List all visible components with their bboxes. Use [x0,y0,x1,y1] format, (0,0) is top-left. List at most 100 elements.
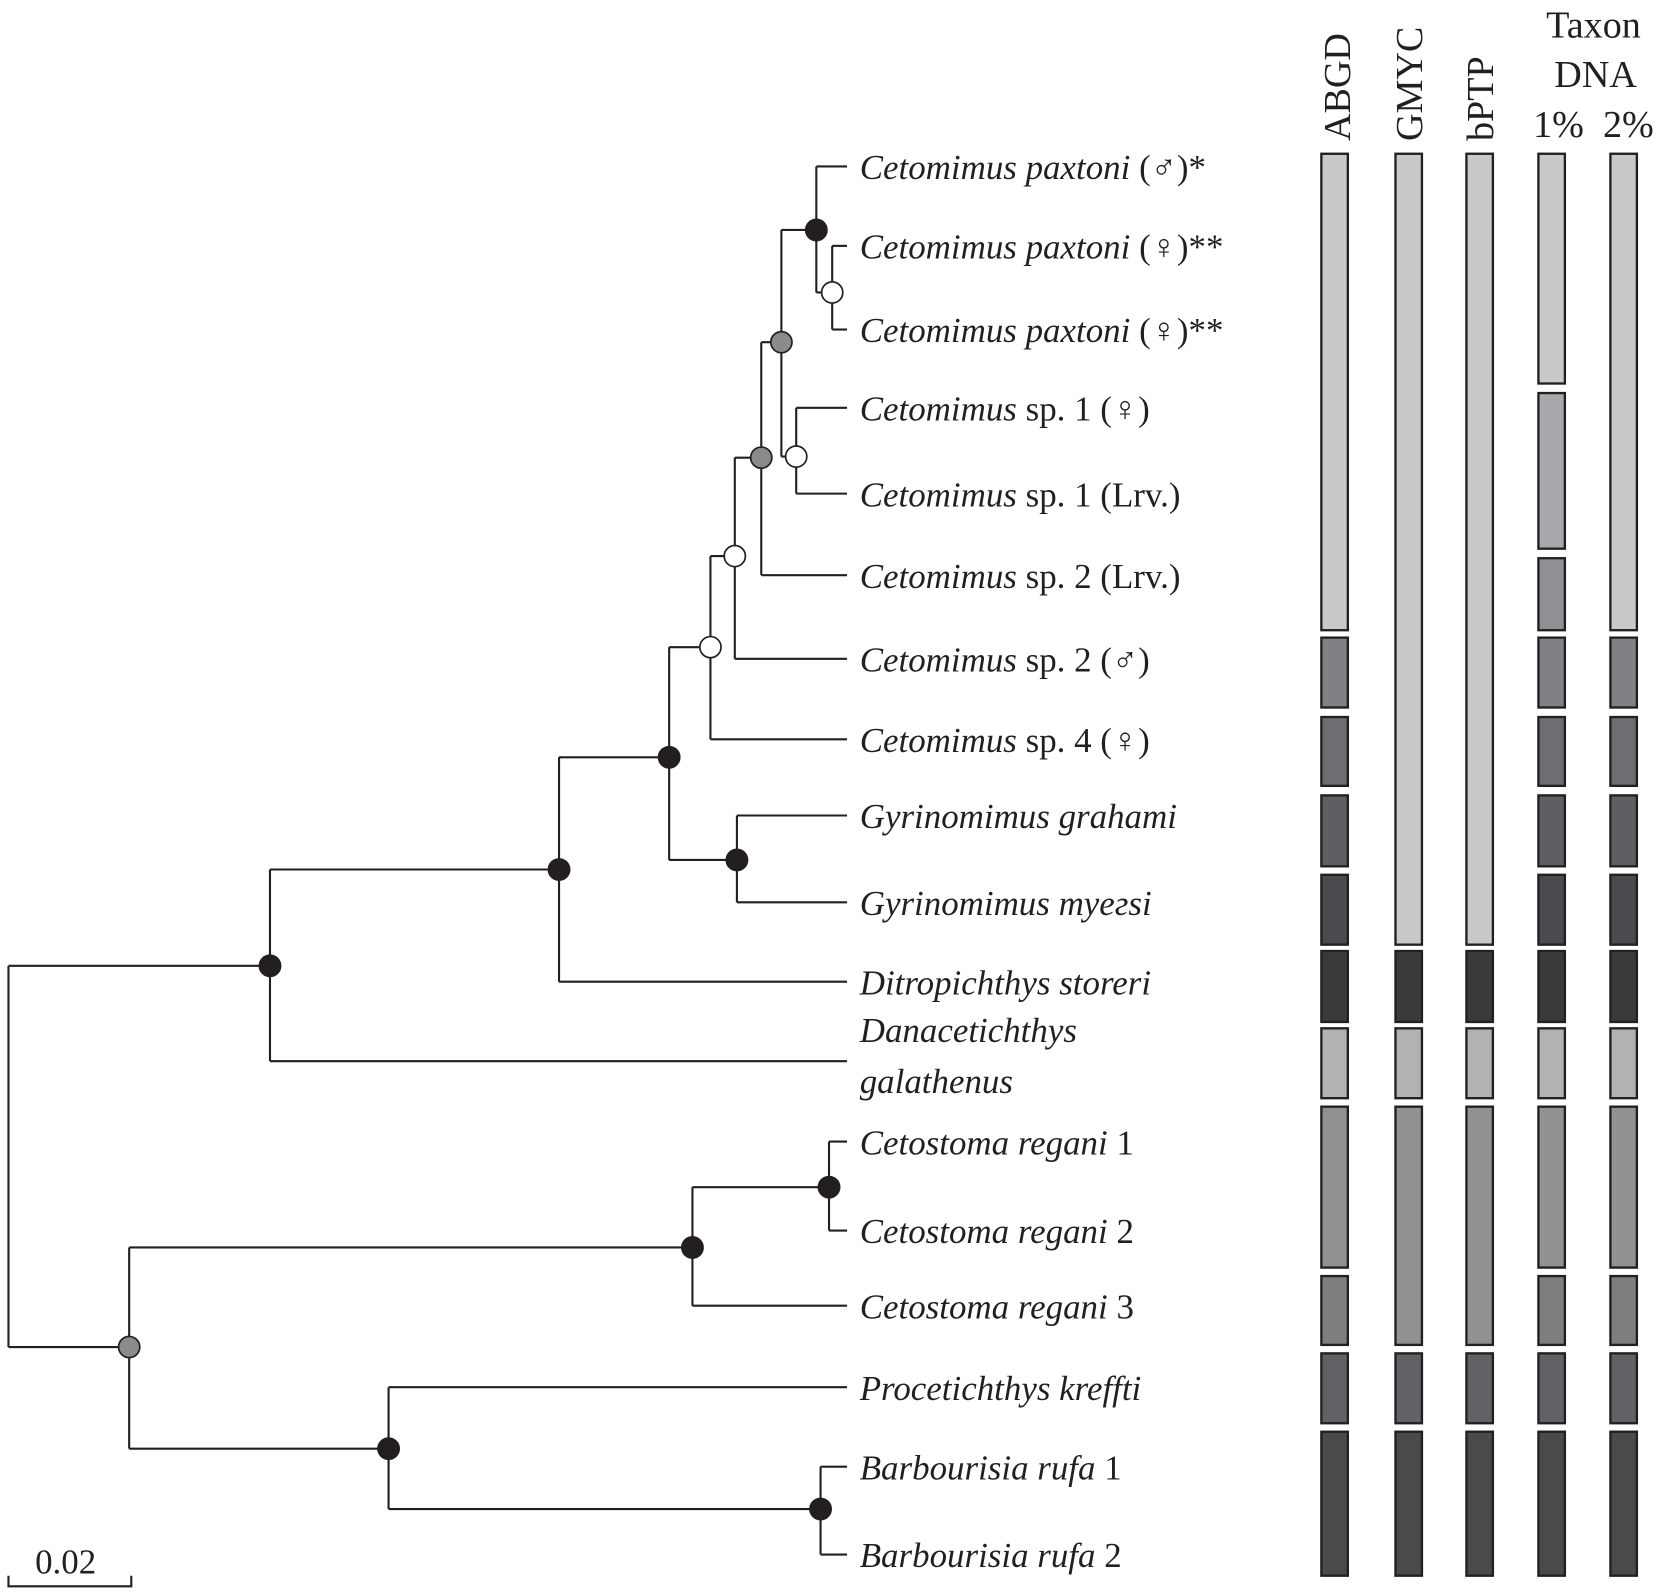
taxon-name: Barbourisia rufa [860,1536,1096,1575]
leaf-label: Gyrinomimus myeгsi [860,884,1152,923]
header-dna: DNA [1554,54,1637,96]
node-support-grey [769,330,793,354]
taxon-qualifier: 1 [1095,1448,1121,1487]
node-support-black [817,1175,841,1199]
leaf-label: Cetomimus sp. 2 (♂) [860,641,1150,680]
header-taxon: Taxon [1546,4,1641,46]
taxon-name: Cetostoma regani [860,1287,1108,1326]
leaf-label-text: Cetomimus paxtoni (♀)** [860,311,1224,350]
delimitation-bar [1537,152,1567,385]
taxon-name: Cetomimus [860,390,1017,429]
delimitation-bar [1537,1430,1567,1577]
bar-column-taxon_2 [1609,152,1639,1577]
leaf-label-text: Cetomimus sp. 1 (Lrv.) [860,475,1181,514]
leaf-label: Barbourisia rufa 2 [860,1536,1122,1575]
node-support-black [258,954,282,978]
leaf-label-text: Cetomimus sp. 2 (Lrv.) [860,557,1181,596]
leaf-labels: Cetomimus paxtoni (♂)*Cetomimus paxtoni … [859,148,1224,1575]
node-support-black [681,1236,704,1259]
delimitation-bar [1609,636,1639,709]
taxon-qualifier: (♂)* [1130,148,1206,187]
node-support-white [820,281,844,304]
taxon-qualifier: sp. 2 (♂) [1017,641,1150,680]
taxon-qualifier: (♀)** [1130,311,1223,350]
delimitation-bar [1394,1352,1424,1425]
leaf-label-text: Cetomimus paxtoni (♂)* [860,148,1206,187]
delimitation-bar [1465,1027,1495,1100]
delimitation-bars [1320,152,1639,1577]
node-support-grey [117,1335,141,1359]
delimitation-bar [1537,794,1567,868]
leaf-label: Cetomimus sp. 4 (♀) [860,721,1150,760]
column-headers: ABGD GMYC bPTP Taxon DNA 1% 2% [1317,4,1654,146]
node-support-grey [749,446,773,470]
delimitation-bar [1320,1430,1349,1577]
bar-column-gmyc [1394,152,1424,1577]
taxon-qualifier: sp. 1 (♀) [1017,390,1150,429]
leaf-label-line: Danacetichthys [859,1011,1077,1050]
delimitation-bar [1609,873,1639,946]
delimitation-bar [1320,715,1349,788]
taxon-qualifier: 3 [1108,1287,1134,1326]
delimitation-bar [1537,1027,1567,1100]
delimitation-bar [1394,152,1424,946]
delimitation-bar [1320,873,1349,946]
taxon-name: Cetomimus paxtoni [860,228,1131,267]
delimitation-bar [1394,1105,1424,1347]
taxon-name: Cetostoma regani [860,1123,1108,1162]
taxon-name: Cetomimus [860,641,1017,680]
delimitation-bar [1465,152,1495,946]
delimitation-bar [1320,794,1349,868]
leaf-label-line: galathenus [860,1062,1013,1101]
leaf-label: Cetomimus paxtoni (♀)** [860,311,1224,350]
delimitation-bar [1320,1105,1349,1269]
node-support-black [809,1497,832,1521]
delimitation-bar [1537,391,1567,550]
delimitation-bar [1609,1274,1639,1347]
leaf-label: Barbourisia rufa 1 [860,1448,1122,1487]
delimitation-bar [1465,1352,1495,1425]
delimitation-bar [1609,794,1639,868]
delimitation-bar [1465,1105,1495,1347]
delimitation-bar [1609,715,1639,788]
delimitation-bar [1609,1105,1639,1269]
leaf-label-text: Cetomimus sp. 1 (♀) [860,390,1150,429]
delimitation-bar [1537,715,1567,788]
leaf-label: Cetomimus paxtoni (♀)** [860,228,1224,267]
scale-bar-label: 0.02 [35,1543,96,1582]
delimitation-bar [1465,949,1495,1024]
taxon-name: Procetichthys kreffti [859,1369,1142,1408]
leaf-label-text: Gyrinomimus myeгsi [860,884,1152,923]
delimitation-bar [1465,1430,1495,1577]
leaf-label: Gyrinomimus grahami [860,797,1177,836]
header-taxon-2pct: 2% [1603,104,1654,146]
taxon-name: Ditropichthys storeri [859,963,1151,1002]
taxon-name: Cetomimus [860,557,1017,596]
delimitation-bar [1537,949,1567,1024]
taxon-name: Cetostoma regani [860,1212,1108,1251]
delimitation-bar [1609,1352,1639,1425]
leaf-label-text: Cetomimus paxtoni (♀)** [860,228,1224,267]
delimitation-bar [1609,949,1639,1024]
delimitation-bar [1320,152,1349,632]
delimitation-bar [1320,1274,1349,1347]
node-support-black [657,745,681,769]
taxon-name: Cetomimus paxtoni [860,148,1131,187]
node-support-white [699,635,722,659]
leaf-label-text: Barbourisia rufa 2 [860,1536,1122,1575]
taxon-name: Cetomimus paxtoni [860,311,1131,350]
leaf-label: Cetostoma regani 1 [860,1123,1134,1162]
bar-column-abgd [1320,152,1349,1577]
leaf-label: Cetomimus sp. 1 (♀) [860,390,1150,429]
leaf-label-text: Gyrinomimus grahami [860,797,1177,836]
node-support-white [723,544,747,568]
taxon-qualifier: 2 [1108,1212,1134,1251]
delimitation-bar [1537,636,1567,709]
delimitation-bar [1320,1352,1349,1425]
taxon-name: Gyrinomimus grahami [860,797,1177,836]
leaf-label: Ditropichthys storeri [859,963,1151,1002]
delimitation-bar [1394,1027,1424,1100]
node-support-black [804,218,828,242]
leaf-label-text: Cetostoma regani 3 [860,1287,1134,1326]
